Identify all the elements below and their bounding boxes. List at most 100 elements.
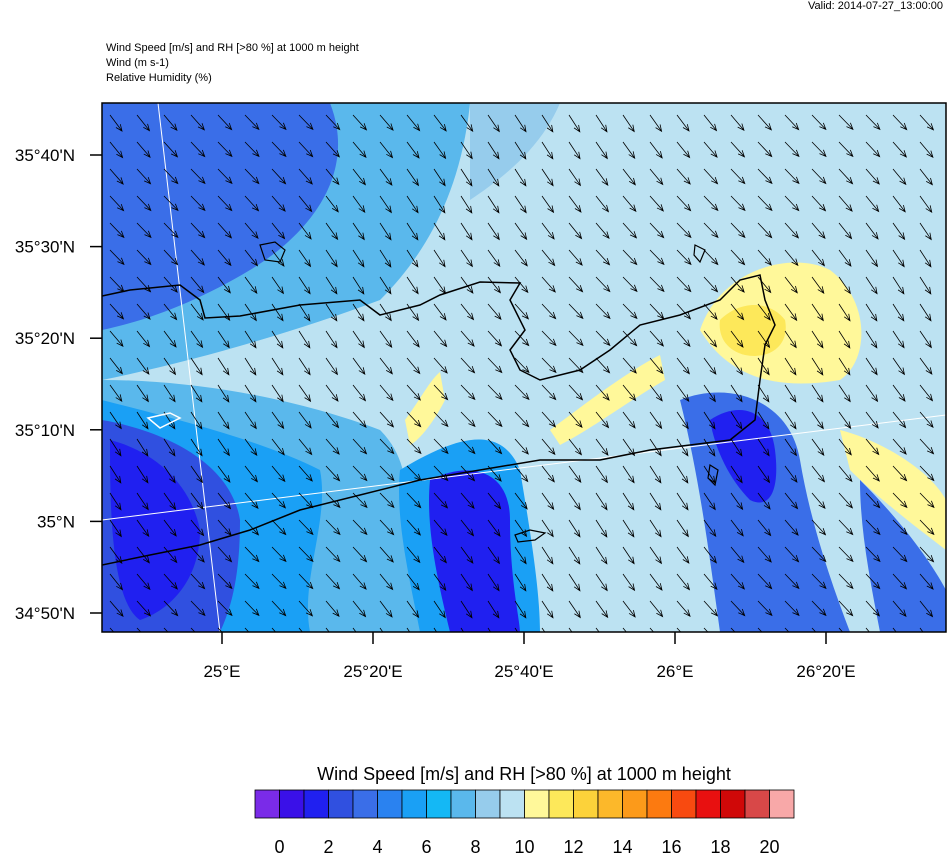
wind-arrow bbox=[541, 330, 557, 347]
wind-arrow bbox=[649, 222, 665, 239]
wind-arrow bbox=[325, 519, 341, 536]
wind-arrow bbox=[217, 195, 233, 212]
wind-arrow bbox=[352, 222, 365, 241]
wind-arrow bbox=[541, 573, 554, 592]
wind-arrow bbox=[136, 357, 150, 375]
colorbar-swatch bbox=[352, 789, 378, 819]
wind-arrow bbox=[838, 114, 854, 131]
wind-arrow bbox=[811, 546, 827, 563]
wind-arrow bbox=[811, 222, 826, 240]
wind-arrow bbox=[163, 492, 177, 511]
wind-arrow bbox=[487, 546, 501, 565]
wind-arrow bbox=[352, 195, 366, 214]
header-line: Relative Humidity (%) bbox=[106, 72, 212, 84]
valid-time: Valid: 2014-07-27_13:00:00 bbox=[808, 0, 943, 12]
wind-arrow bbox=[784, 519, 799, 536]
wind-arrow bbox=[838, 222, 853, 240]
colorbar-tick-label: 6 bbox=[421, 837, 431, 854]
wind-arrow bbox=[109, 411, 122, 430]
wind-arrow bbox=[730, 141, 746, 158]
wind-arrow bbox=[865, 600, 881, 617]
wind-arrow bbox=[271, 303, 284, 322]
wind-arrow bbox=[892, 492, 908, 509]
wind-arrow bbox=[730, 546, 745, 564]
wind-arrow bbox=[244, 141, 260, 158]
wind-arrow bbox=[244, 519, 260, 536]
wind-arrow bbox=[784, 168, 800, 185]
wind-arrow bbox=[190, 114, 206, 131]
wind-arrow bbox=[514, 384, 530, 401]
colorbar-swatch bbox=[671, 789, 697, 819]
wind-arrow bbox=[919, 303, 932, 322]
wind-arrow bbox=[433, 438, 449, 455]
wind-arrow bbox=[379, 303, 392, 322]
wind-arrow bbox=[757, 357, 770, 376]
wind-arrow bbox=[865, 357, 878, 376]
wind-arrow bbox=[649, 438, 662, 457]
wind-arrow bbox=[298, 330, 311, 349]
wind-arrow bbox=[892, 168, 907, 186]
wind-arrow bbox=[811, 465, 826, 483]
wind-arrow bbox=[838, 411, 852, 430]
wind-arrow bbox=[352, 573, 367, 590]
wind-arrow bbox=[514, 195, 527, 214]
wind-arrow bbox=[757, 573, 773, 590]
wind-arrow bbox=[514, 249, 528, 267]
wind-arrow bbox=[811, 168, 827, 185]
lon-label: 25°E bbox=[203, 662, 240, 681]
wind-arrow bbox=[298, 357, 311, 376]
wind-arrow bbox=[676, 276, 692, 293]
wind-arrow bbox=[595, 222, 610, 239]
wind-arrow bbox=[919, 222, 932, 241]
wind-arrow bbox=[784, 573, 800, 590]
wind-arrow bbox=[325, 627, 330, 632]
wind-arrow bbox=[676, 114, 690, 132]
wind-arrow bbox=[433, 114, 447, 132]
wind-arrow bbox=[595, 249, 611, 266]
wind-arrow bbox=[649, 114, 663, 133]
wind-arrow bbox=[784, 546, 800, 563]
wind-arrow bbox=[244, 600, 260, 617]
wind-arrow bbox=[298, 465, 313, 482]
wind-arrow bbox=[163, 627, 169, 632]
wind-arrow bbox=[757, 492, 771, 510]
wind-arrow bbox=[190, 438, 203, 457]
wind-arrow bbox=[244, 492, 259, 510]
wind-arrow bbox=[514, 276, 529, 294]
wind-arrow bbox=[271, 276, 284, 295]
wind-arrow bbox=[568, 168, 581, 187]
wind-arrow bbox=[379, 492, 395, 509]
wind-arrow bbox=[433, 249, 446, 268]
wind-arrow bbox=[379, 627, 384, 632]
colorbar-tick-label: 8 bbox=[470, 837, 480, 854]
wind-arrow bbox=[163, 519, 177, 537]
wind-arrow bbox=[703, 573, 718, 591]
wind-arrow bbox=[676, 627, 682, 632]
wind-arrow bbox=[541, 465, 555, 483]
wind-arrow bbox=[217, 384, 230, 403]
wind-arrow bbox=[217, 573, 233, 590]
wind-arrow bbox=[784, 411, 797, 430]
wind-arrow bbox=[163, 384, 176, 403]
wind-arrow bbox=[379, 330, 393, 349]
wind-arrow bbox=[298, 114, 314, 131]
wind-arrow bbox=[460, 600, 473, 619]
wind-arrow bbox=[190, 573, 206, 590]
wind-arrow bbox=[109, 519, 122, 538]
wind-arrow bbox=[271, 141, 287, 158]
wind-arrow bbox=[136, 465, 149, 484]
colorbar-swatch bbox=[450, 789, 476, 819]
wind-arrow bbox=[190, 492, 204, 510]
wind-arrow bbox=[784, 330, 797, 349]
wind-arrow bbox=[298, 519, 314, 536]
wind-arrow bbox=[757, 276, 772, 294]
wind-arrow bbox=[730, 276, 745, 293]
wind-arrow bbox=[163, 222, 179, 239]
wind-arrow bbox=[433, 546, 447, 564]
wind-arrow bbox=[244, 573, 260, 590]
wind-arrow bbox=[919, 249, 932, 268]
wind-arrow bbox=[352, 114, 368, 131]
wind-arrow bbox=[649, 600, 664, 618]
wind-arrow bbox=[190, 600, 206, 617]
wind-arrow bbox=[514, 168, 527, 187]
